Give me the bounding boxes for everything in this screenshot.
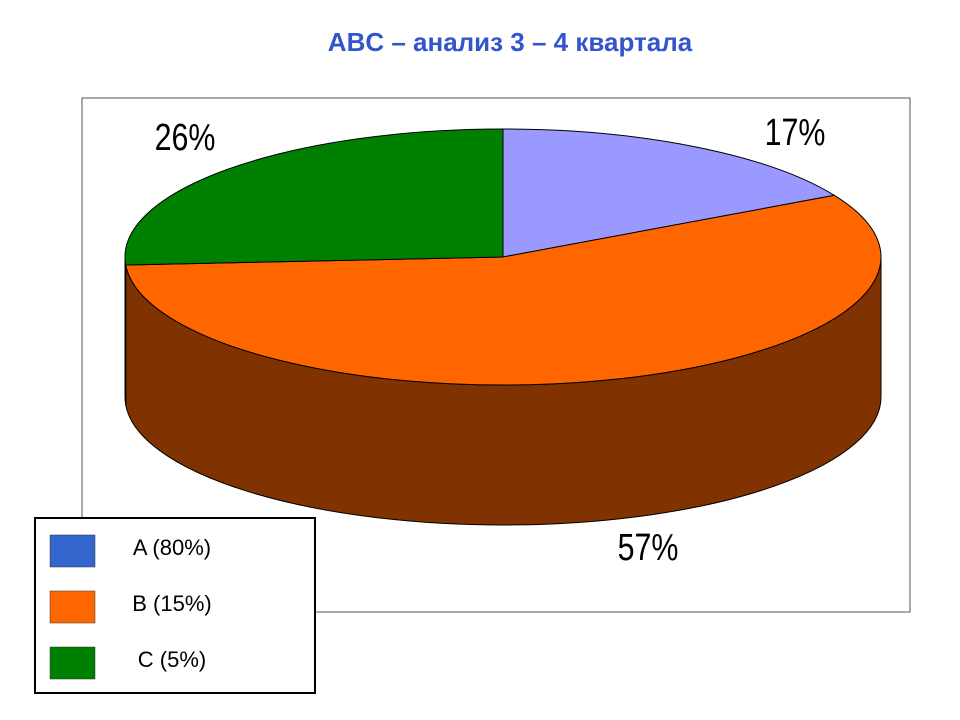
slice (124, 128, 504, 266)
slice-side (124, 256, 127, 406)
slice (502, 128, 836, 258)
plot-frame (81, 97, 911, 613)
legend-label: C (5%) (138, 647, 206, 672)
legend-swatch (49, 534, 96, 568)
legend-swatch (49, 590, 96, 624)
legend-label: B (15%) (132, 591, 211, 616)
data-label: 17% (765, 112, 826, 154)
chart-title: ABC – анализ 3 – 4 квартала (328, 27, 693, 57)
data-label: 57% (618, 527, 679, 569)
slice (125, 194, 882, 386)
legend-swatch (49, 646, 96, 680)
legend: A (80%) B (15%) C (5%) (34, 517, 316, 694)
legend-label: A (80%) (133, 535, 211, 560)
data-label: 26% (155, 117, 216, 159)
